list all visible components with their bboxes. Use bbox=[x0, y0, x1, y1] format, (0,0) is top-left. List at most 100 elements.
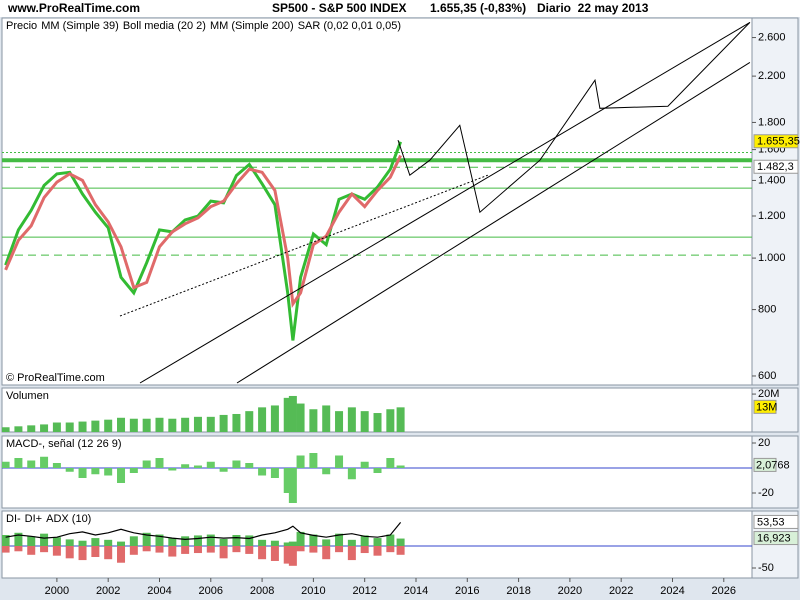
bar bbox=[181, 417, 190, 432]
bar bbox=[335, 455, 344, 468]
bar bbox=[104, 545, 113, 560]
series-line bbox=[5, 522, 402, 541]
bar bbox=[309, 534, 318, 546]
bar bbox=[91, 468, 100, 475]
bar bbox=[52, 422, 61, 432]
bar bbox=[373, 413, 382, 432]
bar bbox=[91, 538, 100, 546]
x-tick-label: 2008 bbox=[250, 585, 274, 597]
y-tick-label: 800 bbox=[758, 303, 776, 315]
value-box bbox=[753, 399, 777, 414]
bar bbox=[270, 540, 279, 546]
bar bbox=[181, 536, 190, 546]
bar bbox=[296, 531, 305, 546]
bar bbox=[288, 395, 297, 432]
bar bbox=[168, 545, 177, 557]
x-tick-label: 2020 bbox=[558, 585, 582, 597]
bar bbox=[245, 463, 254, 468]
bar bbox=[2, 545, 10, 553]
bar bbox=[322, 468, 331, 475]
value-label: 2,0768 bbox=[756, 459, 790, 471]
legend-entry: Precio bbox=[6, 20, 37, 32]
bar bbox=[168, 468, 177, 471]
y-tick-label: -50 bbox=[758, 562, 774, 574]
bar bbox=[288, 468, 297, 503]
bar bbox=[142, 418, 151, 432]
bar bbox=[155, 545, 164, 553]
bar bbox=[270, 405, 279, 432]
trend-line bbox=[119, 174, 488, 317]
series-line bbox=[4, 154, 402, 309]
bar bbox=[232, 413, 241, 432]
legend-entry: Boll media (20 2) bbox=[123, 20, 206, 32]
legend-entry: MACD-, señal (12 26 9) bbox=[6, 438, 122, 450]
bar bbox=[91, 420, 100, 432]
value-label: 1.482,3 bbox=[757, 161, 794, 173]
bar bbox=[396, 465, 405, 468]
bar bbox=[347, 539, 356, 546]
y-tick-label: 2.600 bbox=[758, 31, 786, 43]
bar bbox=[288, 545, 297, 566]
bar bbox=[270, 545, 279, 561]
bar bbox=[14, 458, 23, 468]
bar bbox=[52, 545, 61, 556]
site: www.ProRealTime.com bbox=[7, 1, 140, 15]
bar bbox=[129, 545, 138, 555]
bar bbox=[206, 545, 215, 553]
y-tick-label: 1.200 bbox=[758, 210, 786, 222]
bar bbox=[283, 545, 292, 564]
symbol: SP500 - S&P 500 INDEX bbox=[272, 1, 407, 15]
copyright: © ProRealTime.com bbox=[6, 372, 105, 384]
value-box bbox=[753, 159, 799, 174]
x-tick-label: 2026 bbox=[712, 585, 736, 597]
y-tick-label: 2.200 bbox=[758, 70, 786, 82]
bar bbox=[142, 460, 151, 468]
y-tick-label: 1.400 bbox=[758, 174, 786, 186]
bar bbox=[347, 407, 356, 432]
value-label: 13M bbox=[756, 401, 777, 413]
bar bbox=[78, 421, 87, 432]
bar bbox=[104, 468, 113, 476]
bar bbox=[65, 539, 74, 546]
bar bbox=[347, 545, 356, 561]
bar bbox=[52, 463, 61, 468]
x-tick-label: 2002 bbox=[96, 585, 120, 597]
plot-layer bbox=[2, 21, 752, 384]
value-box bbox=[753, 531, 799, 546]
bar bbox=[386, 409, 395, 432]
value-label: 53,53 bbox=[757, 516, 785, 528]
bar bbox=[40, 456, 49, 468]
axis-area bbox=[751, 17, 799, 386]
bar bbox=[232, 545, 241, 553]
bar bbox=[309, 545, 318, 553]
bar bbox=[309, 409, 318, 432]
bar bbox=[129, 536, 138, 546]
bar bbox=[258, 468, 267, 476]
bar bbox=[288, 541, 297, 546]
bar bbox=[27, 545, 36, 555]
bar bbox=[296, 403, 305, 432]
bar bbox=[91, 545, 100, 558]
bar bbox=[142, 545, 151, 552]
bar bbox=[258, 545, 267, 560]
bar bbox=[373, 538, 382, 546]
bar bbox=[386, 458, 395, 468]
x-tick-label: 2022 bbox=[609, 585, 633, 597]
x-tick-label: 2016 bbox=[455, 585, 479, 597]
bar bbox=[193, 535, 202, 546]
bar bbox=[65, 422, 74, 432]
axis-area bbox=[751, 387, 799, 433]
x-tick-label: 2006 bbox=[199, 585, 223, 597]
bar bbox=[219, 468, 228, 472]
bar bbox=[283, 397, 292, 432]
bar bbox=[283, 468, 292, 493]
bar bbox=[104, 539, 113, 546]
bar bbox=[168, 538, 177, 546]
bar bbox=[360, 461, 369, 468]
bar bbox=[78, 540, 87, 546]
bar bbox=[142, 532, 151, 546]
y-tick-label: 600 bbox=[758, 370, 776, 382]
bar bbox=[206, 416, 215, 432]
x-tick-label: 2018 bbox=[506, 585, 530, 597]
bar bbox=[373, 468, 382, 473]
